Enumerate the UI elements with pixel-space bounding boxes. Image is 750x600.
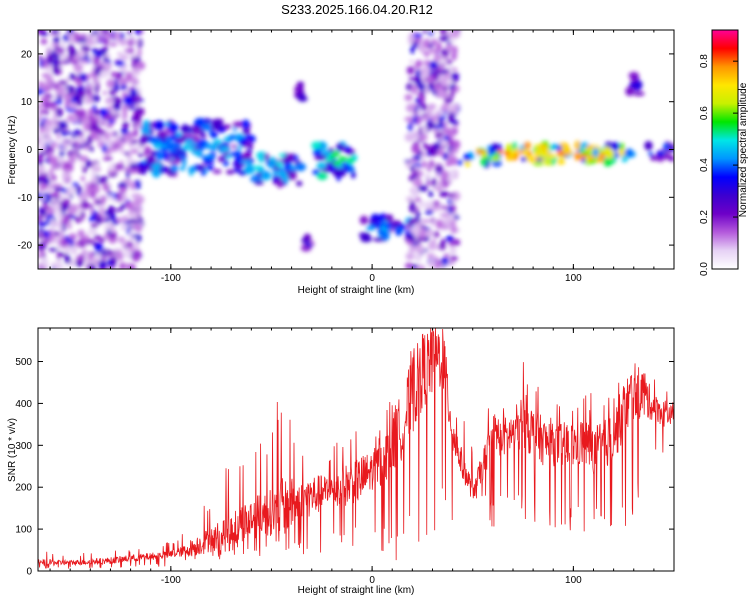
spectrogram-x-axis: -100 0 100 (49, 30, 675, 284)
snr-x-tick-label: 100 (565, 575, 582, 586)
snr-x-tick-label: -100 (161, 575, 181, 586)
snr-y-tick-label: 0 (26, 567, 32, 578)
colorbar-tick-label: 0.4 (699, 158, 710, 172)
snr-y-tick-label: 500 (15, 357, 32, 368)
spectrogram-x-tick-label: -100 (161, 273, 181, 284)
spectrogram-y-tick-label: -20 (18, 241, 33, 252)
heatmap-feature (38, 30, 146, 269)
snr-y-axis: 0 100 200 300 400 500 (15, 357, 674, 578)
spectrogram-x-tick-label: 100 (565, 273, 582, 284)
heatmap-feature (457, 140, 636, 169)
heatmap-feature (311, 141, 358, 182)
colorbar-label: Normalized spectral amplitude (738, 82, 749, 217)
heatmap-feature (358, 213, 416, 243)
snr-chart: -100 0 100 0 100 200 300 400 500 Height of stra… (7, 327, 675, 596)
snr-y-tick-label: 300 (15, 441, 32, 452)
colorbar-gradient (711, 29, 739, 270)
page-title: S233.2025.166.04.20.R12 (281, 2, 433, 17)
snr-y-tick-label: 200 (15, 483, 32, 494)
snr-frame (37, 327, 675, 572)
spectrogram-y-tick-label: -10 (18, 193, 33, 204)
spectrogram-x-tick-label: 0 (369, 273, 375, 284)
colorbar: 0.0 0.2 0.4 0.6 0.8 Normalized spectral ampl… (699, 29, 749, 276)
colorbar-tick-label: 0.8 (699, 54, 710, 68)
heatmap-feature (294, 81, 308, 102)
snr-x-label: Height of straight line (km) (298, 585, 415, 596)
heatmap-feature (250, 151, 307, 189)
colorbar-tick-label: 0.0 (699, 262, 710, 276)
snr-y-tick-label: 400 (15, 399, 32, 410)
spectrogram-y-tick-label: 20 (21, 49, 33, 60)
heatmap-feature (404, 30, 461, 269)
heatmap-feature (625, 71, 645, 97)
snr-series-line (38, 328, 674, 570)
snr-x-axis: -100 0 100 (49, 328, 675, 586)
spectrogram-y-label: Frequency (Hz) (7, 116, 18, 185)
heatmap-feature (135, 117, 256, 178)
heatmap-blobs (38, 30, 674, 269)
spectrogram-heatmap (38, 30, 674, 269)
spectrogram-y-axis: -20 -10 0 10 20 (18, 49, 674, 252)
colorbar-tick-label: 0.2 (699, 210, 710, 224)
spectrogram-y-tick-label: 0 (26, 145, 32, 156)
spectrogram-y-tick-label: 10 (21, 97, 33, 108)
spectrogram-x-label: Height of straight line (km) (298, 285, 415, 296)
snr-y-label: SNR (10 * v/v) (7, 418, 18, 482)
heatmap-feature (300, 233, 316, 252)
snr-y-tick-label: 100 (15, 525, 32, 536)
heatmap-feature (644, 141, 674, 163)
colorbar-tick-label: 0.6 (699, 106, 710, 120)
snr-x-tick-label: 0 (369, 575, 375, 586)
colorbar-ticks: 0.0 0.2 0.4 0.6 0.8 (699, 54, 738, 276)
